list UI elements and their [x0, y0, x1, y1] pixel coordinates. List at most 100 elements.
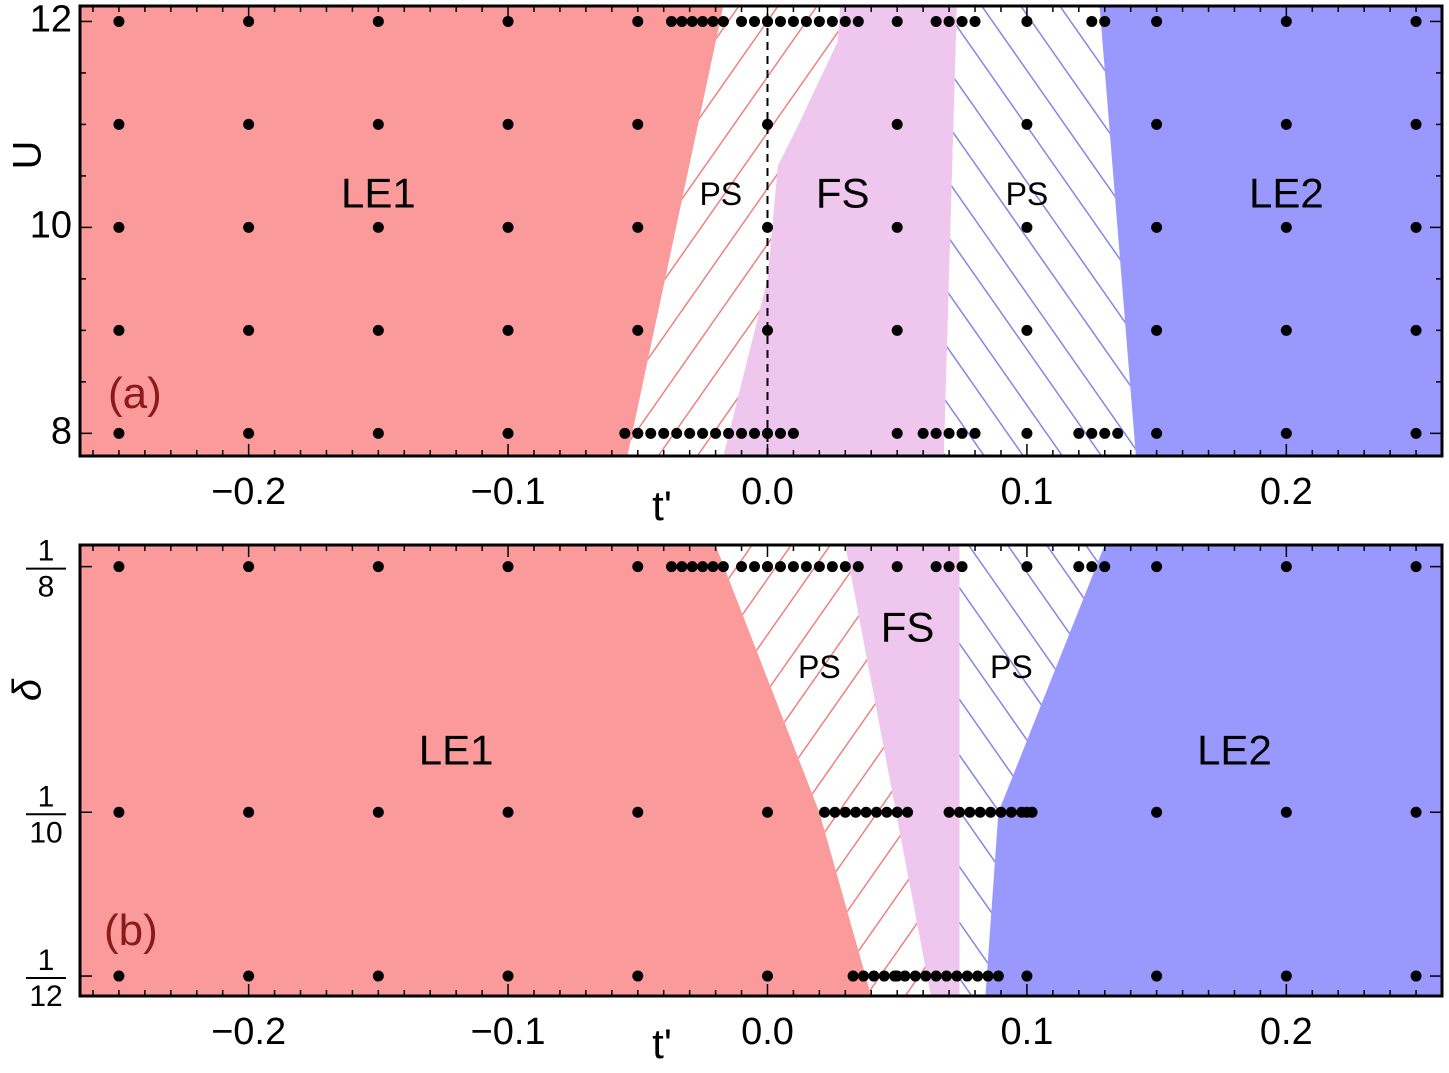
data-point	[819, 806, 831, 818]
region-ps-hatched	[943, 6, 1136, 456]
plot-area: LE1 PS FS PS LE2	[80, 6, 1442, 456]
data-point	[113, 561, 125, 573]
region-label-le1: LE1	[419, 726, 494, 773]
data-point	[1280, 15, 1292, 27]
data-point	[686, 561, 698, 573]
data-point	[891, 561, 903, 573]
x-tick-label: −0.2	[211, 471, 286, 513]
data-point	[909, 970, 921, 982]
data-point	[645, 427, 657, 439]
data-point	[1021, 118, 1033, 130]
data-point	[982, 970, 994, 982]
data-point	[665, 15, 677, 27]
data-point	[1151, 324, 1163, 336]
x-tick-label: 0.1	[1001, 1011, 1054, 1053]
data-point	[860, 806, 872, 818]
data-point	[243, 561, 255, 573]
data-point	[870, 806, 882, 818]
data-point	[502, 324, 514, 336]
data-point	[930, 15, 942, 27]
data-point	[1086, 427, 1098, 439]
x-tick-label: −0.1	[471, 1011, 546, 1053]
data-point	[891, 221, 903, 233]
data-point	[1151, 427, 1163, 439]
data-point	[1280, 427, 1292, 439]
data-point	[951, 970, 963, 982]
data-point	[372, 118, 384, 130]
x-tick-label: 0.0	[741, 471, 794, 513]
data-point	[813, 561, 825, 573]
data-point	[723, 427, 735, 439]
x-tick-label: −0.2	[211, 1011, 286, 1053]
panel-label: (b)	[104, 906, 158, 955]
data-point	[502, 15, 514, 27]
data-point	[632, 427, 644, 439]
data-point	[1410, 970, 1422, 982]
region-label-le2: LE2	[1249, 170, 1324, 217]
region-label-fs: FS	[881, 604, 935, 651]
x-axis-label: t'	[652, 1020, 672, 1067]
region-le2-solid	[1099, 6, 1442, 456]
data-point	[707, 561, 719, 573]
data-point	[243, 324, 255, 336]
data-point	[113, 15, 125, 27]
data-point	[943, 561, 955, 573]
data-point	[829, 806, 841, 818]
data-point	[1021, 324, 1033, 336]
data-point	[697, 561, 709, 573]
data-point	[961, 970, 973, 982]
data-point	[1151, 118, 1163, 130]
y-tick-label-numerator: 1	[38, 780, 55, 813]
region-label-ps: PS	[1006, 176, 1049, 212]
data-point	[891, 427, 903, 439]
data-point	[800, 15, 812, 27]
data-point	[761, 970, 773, 982]
data-point	[632, 15, 644, 27]
data-point	[1151, 970, 1163, 982]
data-point	[749, 561, 761, 573]
y-tick-label: 12	[30, 0, 72, 40]
data-point	[891, 806, 903, 818]
panel-a: LE1 PS FS PS LE2 (a) −0.2 −0.1 0.0 0.1 0.2 8 10 12 t' U	[6, 0, 1444, 529]
data-point	[632, 324, 644, 336]
x-tick-label: 0.0	[741, 1011, 794, 1053]
data-point	[243, 15, 255, 27]
y-tick-label-denominator: 10	[29, 816, 62, 849]
data-point	[243, 970, 255, 982]
x-tick-label: 0.2	[1260, 471, 1313, 513]
y-tick-label-numerator: 1	[38, 944, 55, 977]
data-point	[956, 427, 968, 439]
data-point	[632, 970, 644, 982]
data-point	[1410, 15, 1422, 27]
data-point	[940, 970, 952, 982]
data-point	[1073, 561, 1085, 573]
data-point	[787, 561, 799, 573]
data-point	[736, 427, 748, 439]
data-point	[891, 15, 903, 27]
data-point	[1410, 561, 1422, 573]
data-point	[917, 427, 929, 439]
data-point	[697, 427, 709, 439]
y-tick-label: 10	[30, 204, 72, 246]
region-ps-hatched	[959, 545, 1105, 996]
x-tick-label: −0.1	[471, 471, 546, 513]
data-point	[953, 806, 965, 818]
data-point	[372, 324, 384, 336]
data-point	[1099, 15, 1111, 27]
data-point	[826, 15, 838, 27]
data-point	[1005, 806, 1017, 818]
data-point	[736, 15, 748, 27]
data-point	[1021, 561, 1033, 573]
region-label-le1: LE1	[341, 170, 416, 217]
data-point	[1151, 806, 1163, 818]
data-point	[671, 427, 683, 439]
data-point	[372, 15, 384, 27]
y-tick-label: 8	[51, 410, 72, 452]
data-point	[749, 15, 761, 27]
data-point	[1086, 561, 1098, 573]
data-point	[632, 118, 644, 130]
data-point	[1112, 427, 1124, 439]
data-point	[943, 15, 955, 27]
data-point	[684, 427, 696, 439]
data-point	[619, 427, 631, 439]
